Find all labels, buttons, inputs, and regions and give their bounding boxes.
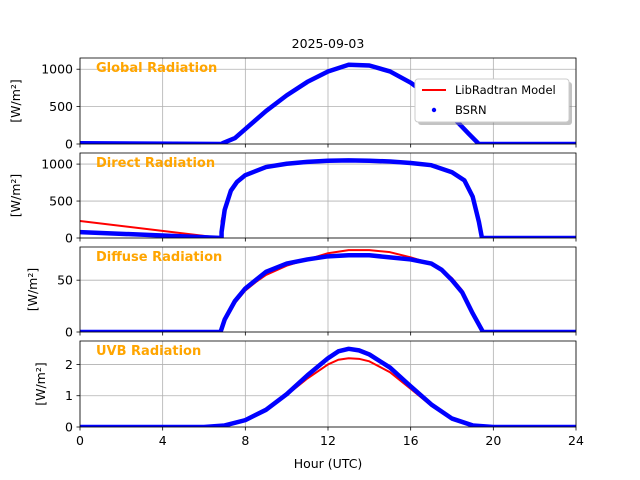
x-axis: 0 4 8 12 16 20 24 <box>76 433 584 448</box>
legend: LibRadtran Model BSRN <box>414 78 572 125</box>
x-tick-label: 24 <box>568 433 584 448</box>
series-bsrn-points <box>80 158 576 238</box>
x-tick-label: 8 <box>241 433 249 448</box>
y-axis-label: [W/m²] <box>33 362 48 406</box>
x-tick-label: 0 <box>76 433 84 448</box>
y-tick-label: 0 <box>65 231 73 246</box>
legend-box <box>414 78 570 123</box>
y-tick-label: 0 <box>65 420 73 435</box>
y-tick-label: 500 <box>49 194 73 209</box>
legend-label: LibRadtran Model <box>455 83 556 97</box>
panel-title: Direct Radiation <box>96 156 215 171</box>
y-tick-label: 1000 <box>41 157 73 172</box>
x-tick-label: 12 <box>320 433 336 448</box>
y-tick-label: 50 <box>57 273 73 288</box>
series-bsrn-points <box>80 253 576 332</box>
y-tick-label: 1000 <box>41 62 73 77</box>
x-tick-label: 20 <box>485 433 501 448</box>
panel-2: 0 500 1000 Direct Radiation [W/m²] <box>8 152 577 246</box>
panel-title: Global Radiation <box>96 61 217 76</box>
panel-3: 0 50 Diffuse Radiation [W/m²] <box>25 246 577 340</box>
panel-4: 0 1 2 UVB Radiation [W/m²] <box>33 340 577 435</box>
y-tick-label: 500 <box>49 99 73 114</box>
legend-marker-swatch <box>431 107 437 113</box>
y-tick-label: 0 <box>65 325 73 340</box>
legend-label: BSRN <box>455 103 487 117</box>
figure-title: 2025-09-03 <box>292 36 365 51</box>
y-axis-label: [W/m²] <box>8 174 23 218</box>
y-tick-label: 1 <box>65 388 73 403</box>
panel-title: UVB Radiation <box>96 344 201 359</box>
y-axis-label: [W/m²] <box>25 268 40 312</box>
y-tick-label: 0 <box>65 137 73 152</box>
x-axis-label: Hour (UTC) <box>294 456 363 471</box>
x-tick-label: 4 <box>159 433 167 448</box>
y-tick-label: 2 <box>65 357 73 372</box>
y-axis-label: [W/m²] <box>8 79 23 123</box>
panel-title: Diffuse Radiation <box>96 250 222 265</box>
series-bsrn-points <box>80 346 576 427</box>
x-tick-label: 16 <box>403 433 419 448</box>
